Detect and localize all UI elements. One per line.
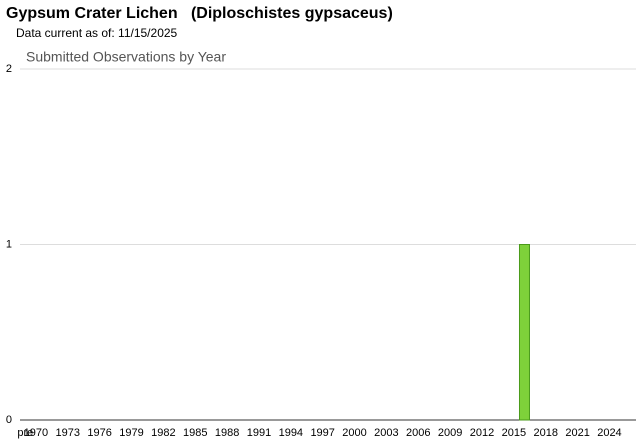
- y-tick-label: 1: [6, 238, 12, 250]
- x-tick-label: 2015: [502, 427, 526, 439]
- x-tick-label: 2009: [438, 427, 462, 439]
- x-tick-label: 1970: [24, 427, 48, 439]
- x-tick-label: 1976: [87, 427, 111, 439]
- page-title: Gypsum Crater Lichen (Diploschistes gyps…: [6, 5, 393, 22]
- x-tick-label: 1994: [279, 427, 303, 439]
- x-tick-label: 2006: [406, 427, 430, 439]
- x-tick-label: 1985: [183, 427, 207, 439]
- chart-title: Submitted Observations by Year: [26, 49, 226, 65]
- x-tick-label: pre: [17, 427, 33, 439]
- x-tick-label: 2012: [470, 427, 494, 439]
- x-tick-label: 1979: [119, 427, 143, 439]
- x-tick-label: 1988: [215, 427, 239, 439]
- bar: [518, 244, 530, 421]
- y-tick-label: 2: [6, 63, 12, 75]
- y-tick-label: 0: [6, 414, 12, 426]
- x-tick-label: 2024: [597, 427, 621, 439]
- x-tick-label: 2018: [533, 427, 557, 439]
- x-tick-label: 1997: [310, 427, 334, 439]
- x-tick-label: 2000: [342, 427, 366, 439]
- page-subtitle: Data current as of: 11/15/2025: [16, 26, 178, 40]
- x-tick-label: 1991: [247, 427, 271, 439]
- x-tick-label: 1973: [56, 427, 80, 439]
- x-tick-label: 2021: [565, 427, 589, 439]
- x-tick-label: 1982: [151, 427, 175, 439]
- x-tick-label: 2003: [374, 427, 398, 439]
